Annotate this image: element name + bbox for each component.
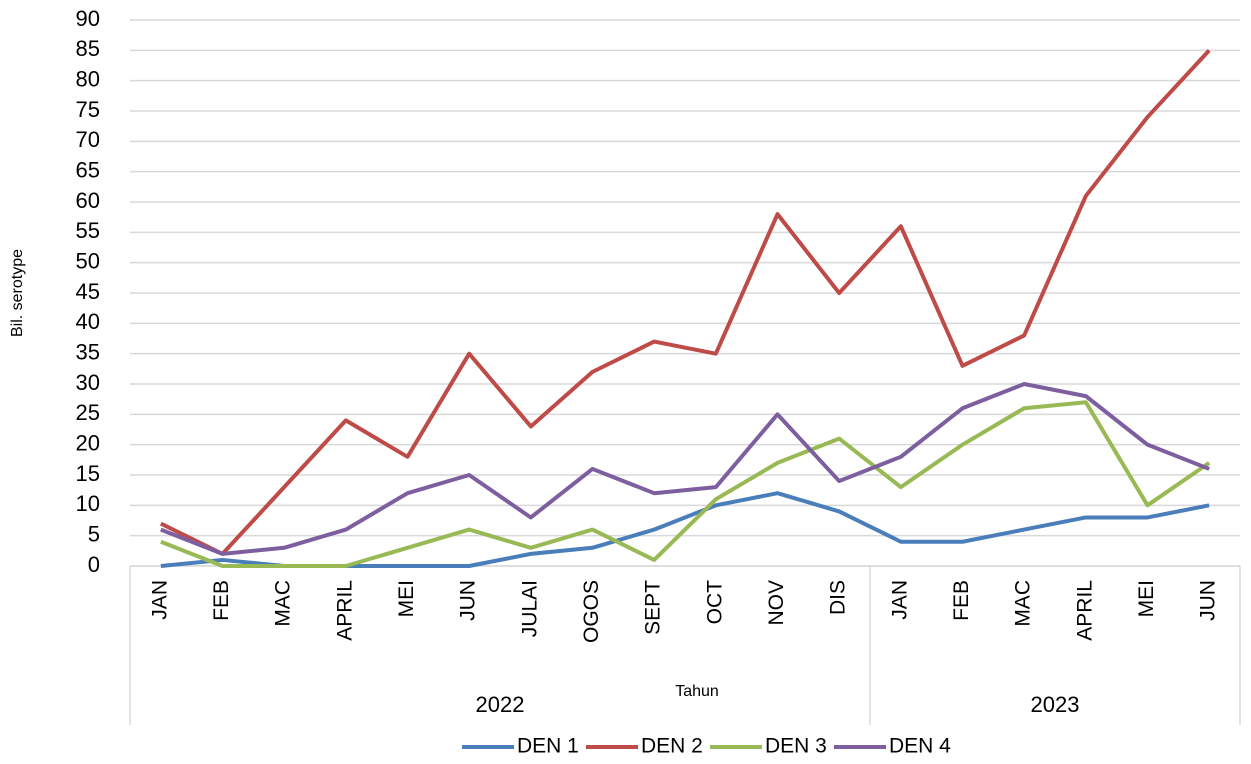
x-tick-label: OCT <box>703 580 726 625</box>
line-series <box>160 400 1211 568</box>
x-tick-label: DIS <box>827 580 850 615</box>
x-tick-label: FEB <box>950 580 973 621</box>
y-tick-label: 30 <box>76 370 100 395</box>
y-tick-label: 75 <box>76 97 100 122</box>
x-tick-label: OGOS <box>580 580 603 643</box>
y-tick-label: 90 <box>76 6 100 31</box>
x-tick-label: MAC <box>272 580 295 627</box>
y-tick-label: 15 <box>76 461 100 486</box>
y-tick-label: 0 <box>88 552 100 577</box>
group-label: 2022 <box>476 692 525 717</box>
legend-label: DEN 3 <box>765 735 827 758</box>
y-tick-label: 50 <box>76 248 100 273</box>
legend-label: DEN 4 <box>889 735 951 758</box>
y-tick-label: 5 <box>88 521 100 546</box>
y-tick-label: 60 <box>76 188 100 213</box>
y-tick-label: 65 <box>76 157 100 182</box>
x-tick-label: NOV <box>765 580 788 626</box>
y-tick-label: 35 <box>76 339 100 364</box>
x-tick-label: JUN <box>1197 580 1220 621</box>
legend-label: DEN 1 <box>517 735 579 758</box>
y-tick-label: 20 <box>76 430 100 455</box>
x-tick-label: APRIL <box>333 580 356 641</box>
x-tick-label: JULAI <box>518 580 541 637</box>
y-tick-label: 40 <box>76 309 100 334</box>
x-tick-label: MAC <box>1012 580 1035 627</box>
x-tick-label: SEPT <box>642 580 665 635</box>
y-tick-label: 85 <box>76 36 100 61</box>
x-axis-label: Tahun <box>675 683 719 700</box>
x-tick-label: MEI <box>1135 580 1158 617</box>
y-tick-label: 45 <box>76 279 100 304</box>
y-tick-label: 55 <box>76 218 100 243</box>
legend-label: DEN 2 <box>641 735 703 758</box>
x-tick-label: FEB <box>210 580 233 621</box>
y-tick-label: 25 <box>76 400 100 425</box>
x-tick-label: JUN <box>457 580 480 621</box>
group-label: 2023 <box>1031 692 1080 717</box>
line-series <box>160 382 1210 556</box>
x-tick-label: APRIL <box>1073 580 1096 641</box>
y-axis-label: Bil. serotype <box>9 249 26 337</box>
y-tick-label: 80 <box>76 66 100 91</box>
x-tick-label: JAN <box>148 580 171 620</box>
y-tick-label: 10 <box>76 491 100 516</box>
x-tick-label: JAN <box>888 580 911 620</box>
y-tick-label: 70 <box>76 127 100 152</box>
line-series <box>159 48 1211 556</box>
x-tick-label: MEI <box>395 580 418 617</box>
